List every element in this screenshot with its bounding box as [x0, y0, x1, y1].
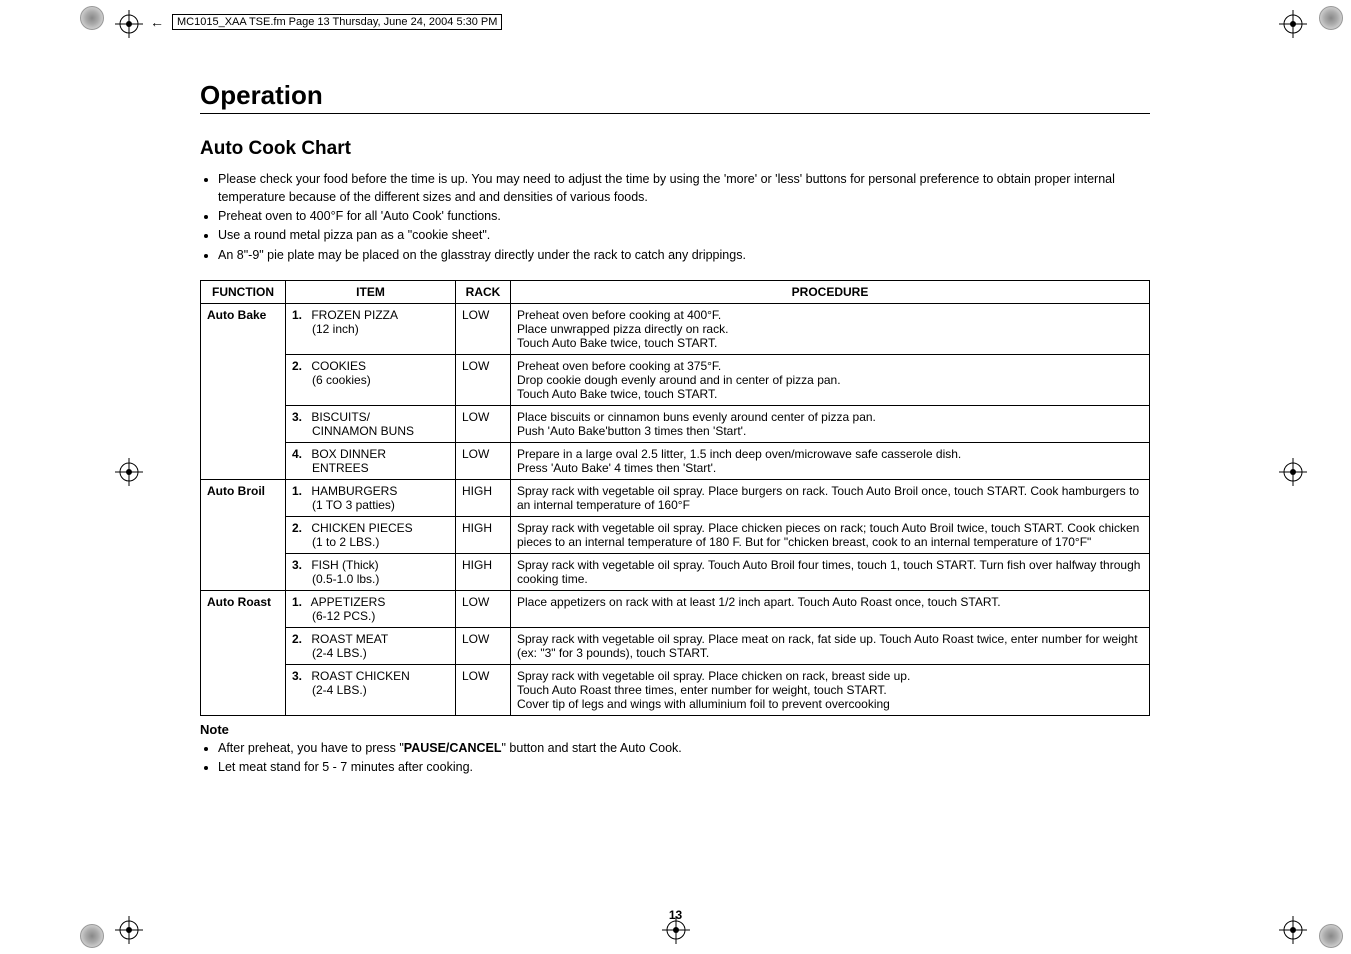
procedure-cell: Spray rack with vegetable oil spray. Tou…	[511, 553, 1150, 590]
note-bold: PAUSE/CANCEL	[404, 741, 502, 755]
rack-cell: HIGH	[456, 479, 511, 516]
item-cell: 2. COOKIES(6 cookies)	[286, 354, 456, 405]
table-row: Auto Bake1. FROZEN PIZZA(12 inch)LOWPreh…	[201, 303, 1150, 354]
rack-cell: LOW	[456, 664, 511, 715]
col-rack: RACK	[456, 280, 511, 303]
intro-bullet: An 8"-9" pie plate may be placed on the …	[218, 246, 1150, 264]
table-header-row: FUNCTION ITEM RACK PROCEDURE	[201, 280, 1150, 303]
note-text: After preheat, you have to press "	[218, 741, 404, 755]
intro-bullet: Please check your food before the time i…	[218, 170, 1150, 206]
table-row: 2. COOKIES(6 cookies)LOWPreheat oven bef…	[201, 354, 1150, 405]
intro-bullet: Use a round metal pizza pan as a "cookie…	[218, 226, 1150, 244]
document-filename: MC1015_XAA TSE.fm Page 13 Thursday, June…	[172, 14, 502, 30]
table-row: 3. ROAST CHICKEN(2-4 LBS.)LOWSpray rack …	[201, 664, 1150, 715]
procedure-cell: Place biscuits or cinnamon buns evenly a…	[511, 405, 1150, 442]
print-corner-circle	[80, 924, 104, 948]
item-cell: 1. FROZEN PIZZA(12 inch)	[286, 303, 456, 354]
registration-mark-icon	[1279, 10, 1307, 38]
registration-mark-icon	[115, 916, 143, 944]
rack-cell: HIGH	[456, 516, 511, 553]
note-bullet: Let meat stand for 5 - 7 minutes after c…	[218, 758, 1150, 776]
procedure-cell: Spray rack with vegetable oil spray. Pla…	[511, 516, 1150, 553]
note-bullet: After preheat, you have to press "PAUSE/…	[218, 739, 1150, 757]
rack-cell: LOW	[456, 590, 511, 627]
auto-cook-chart-table: FUNCTION ITEM RACK PROCEDURE Auto Bake1.…	[200, 280, 1150, 716]
intro-bullet: Preheat oven to 400°F for all 'Auto Cook…	[218, 207, 1150, 225]
rack-cell: LOW	[456, 354, 511, 405]
rack-cell: LOW	[456, 303, 511, 354]
function-cell: Auto Roast	[201, 590, 286, 715]
table-row: 3. BISCUITS/CINNAMON BUNSLOWPlace biscui…	[201, 405, 1150, 442]
item-cell: 1. HAMBURGERS(1 TO 3 patties)	[286, 479, 456, 516]
page-content: Operation Auto Cook Chart Please check y…	[200, 80, 1150, 777]
print-corner-circle	[1319, 6, 1343, 30]
procedure-cell: Place appetizers on rack with at least 1…	[511, 590, 1150, 627]
function-cell: Auto Bake	[201, 303, 286, 479]
col-item: ITEM	[286, 280, 456, 303]
registration-mark-icon	[115, 10, 143, 38]
page-title: Operation	[200, 80, 1150, 114]
page-number: 13	[669, 908, 682, 922]
procedure-cell: Preheat oven before cooking at 375°F.Dro…	[511, 354, 1150, 405]
procedure-cell: Preheat oven before cooking at 400°F.Pla…	[511, 303, 1150, 354]
col-function: FUNCTION	[201, 280, 286, 303]
note-bullet-list: After preheat, you have to press "PAUSE/…	[200, 739, 1150, 776]
rack-cell: LOW	[456, 627, 511, 664]
item-cell: 2. ROAST MEAT(2-4 LBS.)	[286, 627, 456, 664]
rack-cell: LOW	[456, 442, 511, 479]
procedure-cell: Spray rack with vegetable oil spray. Pla…	[511, 627, 1150, 664]
table-row: 2. ROAST MEAT(2-4 LBS.)LOWSpray rack wit…	[201, 627, 1150, 664]
item-cell: 1. APPETIZERS(6-12 PCS.)	[286, 590, 456, 627]
section-heading: Auto Cook Chart	[200, 138, 1150, 160]
note-text: " button and start the Auto Cook.	[502, 741, 682, 755]
table-row: 3. FISH (Thick)(0.5-1.0 lbs.)HIGHSpray r…	[201, 553, 1150, 590]
item-cell: 3. ROAST CHICKEN(2-4 LBS.)	[286, 664, 456, 715]
document-header-bar: ← MC1015_XAA TSE.fm Page 13 Thursday, Ju…	[150, 14, 502, 30]
item-cell: 3. BISCUITS/CINNAMON BUNS	[286, 405, 456, 442]
table-row: 4. BOX DINNERENTREESLOWPrepare in a larg…	[201, 442, 1150, 479]
print-corner-circle	[1319, 924, 1343, 948]
item-cell: 2. CHICKEN PIECES(1 to 2 LBS.)	[286, 516, 456, 553]
registration-mark-icon	[1279, 458, 1307, 486]
print-corner-circle	[80, 6, 104, 30]
table-row: Auto Roast1. APPETIZERS(6-12 PCS.)LOWPla…	[201, 590, 1150, 627]
registration-mark-icon	[1279, 916, 1307, 944]
table-row: Auto Broil1. HAMBURGERS(1 TO 3 patties)H…	[201, 479, 1150, 516]
item-cell: 4. BOX DINNERENTREES	[286, 442, 456, 479]
rack-cell: LOW	[456, 405, 511, 442]
item-cell: 3. FISH (Thick)(0.5-1.0 lbs.)	[286, 553, 456, 590]
note-heading: Note	[200, 722, 1150, 737]
function-cell: Auto Broil	[201, 479, 286, 590]
registration-mark-icon	[115, 458, 143, 486]
table-row: 2. CHICKEN PIECES(1 to 2 LBS.)HIGHSpray …	[201, 516, 1150, 553]
rack-cell: HIGH	[456, 553, 511, 590]
procedure-cell: Spray rack with vegetable oil spray. Pla…	[511, 664, 1150, 715]
col-procedure: PROCEDURE	[511, 280, 1150, 303]
intro-bullet-list: Please check your food before the time i…	[200, 170, 1150, 264]
procedure-cell: Prepare in a large oval 2.5 litter, 1.5 …	[511, 442, 1150, 479]
procedure-cell: Spray rack with vegetable oil spray. Pla…	[511, 479, 1150, 516]
